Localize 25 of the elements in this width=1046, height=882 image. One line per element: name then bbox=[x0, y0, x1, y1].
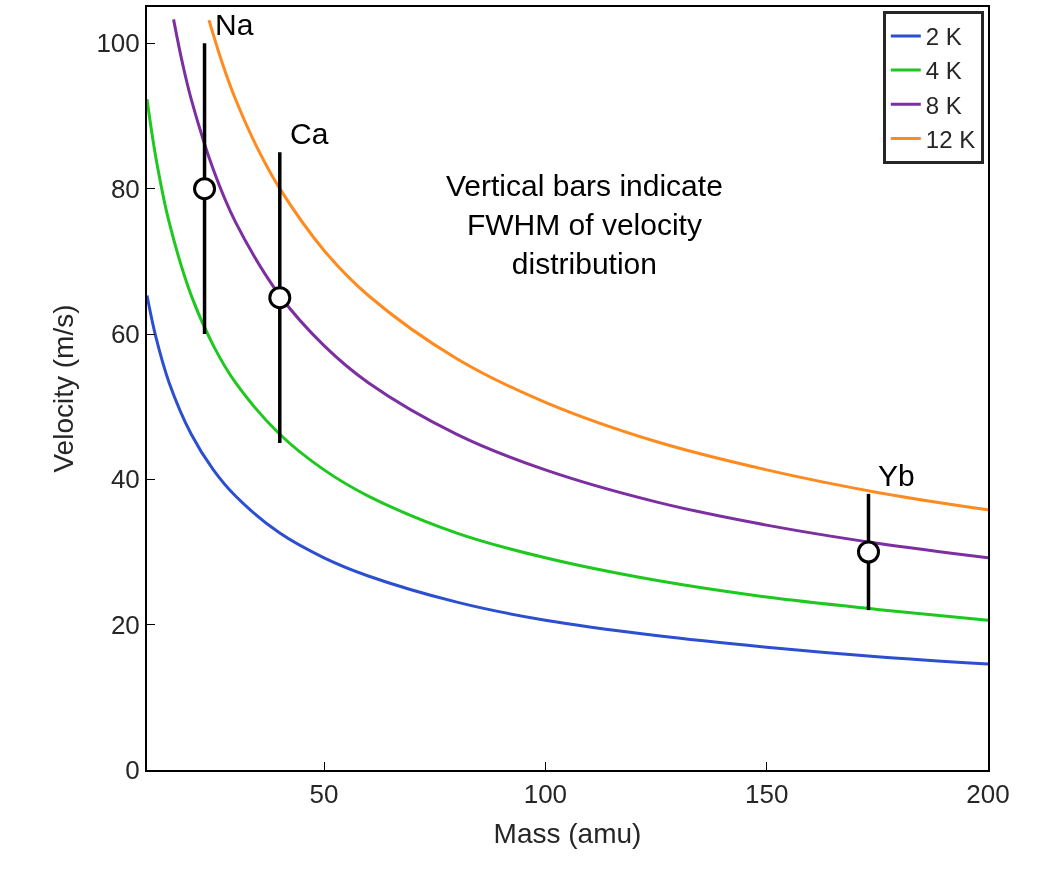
point bbox=[857, 540, 880, 564]
y-tick-label: 60 bbox=[110, 319, 140, 350]
x-tick-label: 100 bbox=[523, 779, 568, 810]
annotation: Vertical bars indicate FWHM of velocity distribution bbox=[446, 169, 723, 280]
y-tick-label: 100 bbox=[96, 28, 140, 59]
point bbox=[193, 177, 217, 201]
y-tick-label: 20 bbox=[110, 609, 140, 640]
point bbox=[268, 286, 292, 310]
y-tick-label: 40 bbox=[110, 464, 140, 495]
y-axis-title: Velocity (m/s) bbox=[47, 304, 79, 473]
y-tick-label: 0 bbox=[125, 755, 140, 786]
annotation: Na bbox=[215, 8, 254, 41]
legend-label: 12 K bbox=[925, 125, 976, 153]
annotation: Yb bbox=[878, 459, 915, 492]
legend-label: 8 K bbox=[925, 91, 962, 119]
y-tick-label: 80 bbox=[110, 173, 140, 204]
x-axis-title: Mass (amu) bbox=[493, 817, 642, 849]
x-tick-label: 50 bbox=[309, 779, 339, 810]
line-series bbox=[147, 97, 988, 622]
legend-label: 2 K bbox=[925, 23, 962, 51]
legend-label: 4 K bbox=[925, 57, 962, 85]
line-series bbox=[147, 293, 988, 666]
x-tick-label: 150 bbox=[744, 779, 789, 810]
annotation: Ca bbox=[290, 117, 329, 150]
x-tick-label: 200 bbox=[966, 779, 1010, 810]
